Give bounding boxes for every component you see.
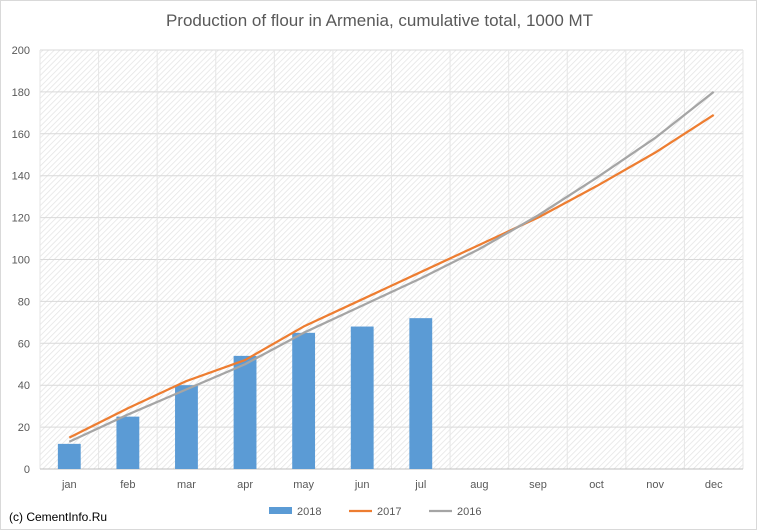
y-tick-label: 60 (18, 338, 30, 350)
x-tick-label: sep (529, 479, 547, 491)
bar-2018-feb (116, 416, 140, 469)
legend: 2018 2017 2016 (269, 506, 481, 518)
bar-2018-may (292, 332, 316, 469)
y-tick-label: 100 (12, 255, 30, 267)
legend-swatch-2018 (269, 507, 292, 514)
y-tick-label: 20 (18, 422, 30, 434)
y-tick-label: 200 (12, 45, 30, 57)
x-tick-label: jan (61, 479, 77, 491)
bar-2018-jun (350, 326, 374, 469)
bar-2018-jan (57, 443, 81, 469)
x-tick-label: may (293, 479, 314, 491)
bar-2018-mar (175, 385, 198, 469)
x-tick-label: aug (470, 479, 488, 491)
x-tick-label: jun (354, 479, 370, 491)
x-tick-label: nov (646, 479, 664, 491)
y-tick-label: 140 (12, 171, 30, 183)
x-tick-label: mar (177, 479, 196, 491)
x-tick-label: oct (589, 479, 604, 491)
line-series (68, 91, 715, 443)
legend-label-2016: 2016 (457, 506, 481, 518)
y-axis: 0 20 40 60 80 100 120 140 160 180 200 (12, 45, 30, 476)
bar-2018-apr (233, 355, 257, 469)
copyright-text: (c) CementInfo.Ru (9, 510, 108, 524)
x-tick-label: feb (120, 479, 135, 491)
line-series-2016 (68, 91, 715, 443)
y-tick-label: 0 (24, 464, 30, 476)
line-series-2017 (68, 113, 715, 439)
y-tick-label: 120 (12, 213, 30, 225)
bar-2018-jul (409, 318, 433, 469)
y-tick-label: 180 (12, 87, 30, 99)
x-tick-label: apr (237, 479, 253, 491)
y-tick-label: 80 (18, 296, 30, 308)
y-tick-label: 40 (18, 380, 30, 392)
legend-label-2018: 2018 (297, 506, 321, 518)
y-tick-label: 160 (12, 129, 30, 141)
chart-title: Production of flour in Armenia, cumulati… (165, 11, 594, 30)
bar-series (57, 318, 433, 469)
x-tick-label: jul (414, 479, 426, 491)
x-axis: jan feb mar apr may jun jul aug sep oct nov dec (40, 468, 743, 491)
x-tick-label: dec (705, 479, 723, 491)
legend-label-2017: 2017 (377, 506, 401, 518)
